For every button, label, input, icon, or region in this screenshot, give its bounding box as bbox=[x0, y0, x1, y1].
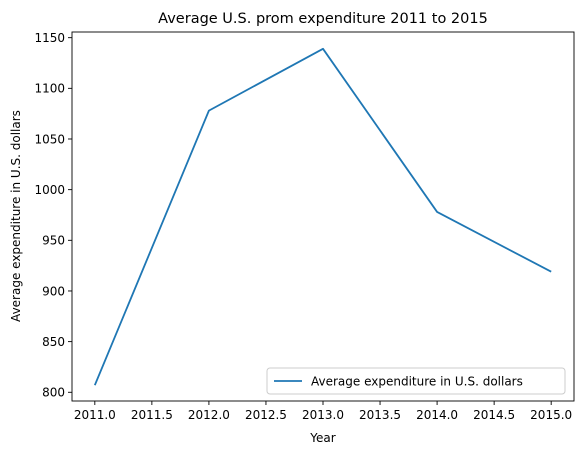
y-tick-label: 900 bbox=[42, 284, 65, 298]
x-tick-label: 2012.0 bbox=[188, 408, 230, 422]
plot-area: 2011.0 2011.5 2012.0 2012.5 2013.0 2013.5 2014… bbox=[34, 31, 572, 422]
y-tick-label: 1000 bbox=[34, 183, 65, 197]
chart-title: Average U.S. prom expenditure 2011 to 20… bbox=[158, 11, 488, 27]
legend: Average expenditure in U.S. dollars bbox=[266, 367, 566, 395]
x-tick-label: 2014.0 bbox=[416, 408, 458, 422]
x-tick-label: 2011.5 bbox=[131, 408, 173, 422]
x-tick-label: 2011.0 bbox=[74, 408, 116, 422]
legend-label: Average expenditure in U.S. dollars bbox=[311, 375, 523, 389]
y-tick-label: 1100 bbox=[34, 82, 65, 96]
y-tick-label: 1050 bbox=[34, 132, 65, 146]
series-line bbox=[93, 47, 552, 386]
x-tick-label: 2012.5 bbox=[245, 408, 287, 422]
x-tick-label: 2013.5 bbox=[359, 408, 401, 422]
x-tick-label: 2015.0 bbox=[530, 408, 572, 422]
plot-frame bbox=[71, 31, 575, 402]
x-tick-label: 2014.5 bbox=[473, 408, 515, 422]
legend-box bbox=[266, 367, 566, 395]
y-axis-label: Average expenditure in U.S. dollars bbox=[9, 110, 23, 322]
y-tick-label: 950 bbox=[42, 234, 65, 248]
y-tick-label: 800 bbox=[42, 386, 65, 400]
x-tick-label: 2013.0 bbox=[302, 408, 344, 422]
x-axis-label: Year bbox=[309, 431, 335, 445]
y-tick-label: 1150 bbox=[34, 31, 65, 45]
y-tick-label: 850 bbox=[42, 335, 65, 349]
